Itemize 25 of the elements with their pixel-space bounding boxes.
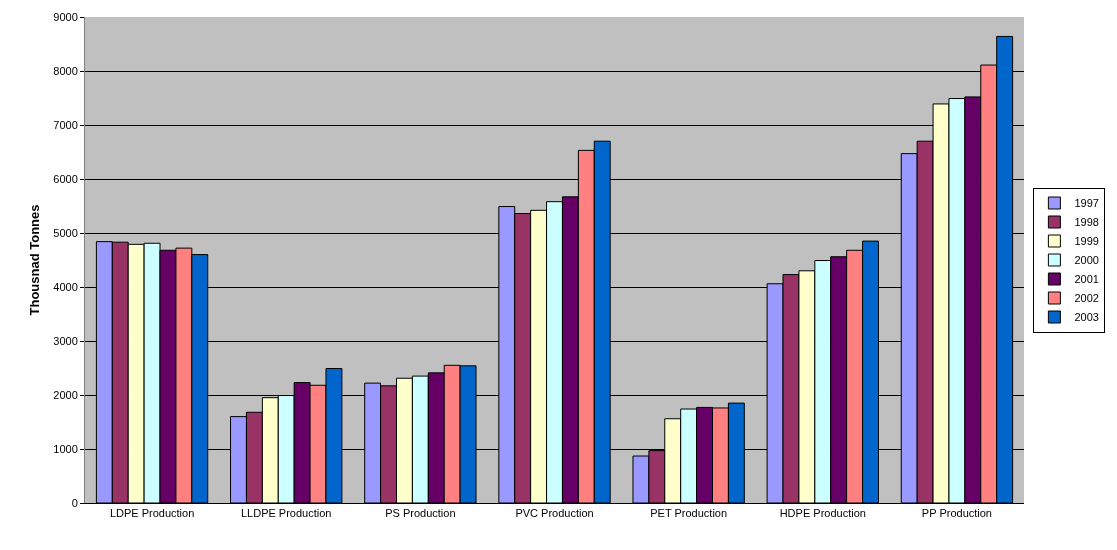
x-tick-label: PP Production — [921, 507, 992, 520]
legend-label: 1997 — [1074, 197, 1099, 210]
x-tick-label: PS Production — [385, 507, 456, 520]
legend-label: 2000 — [1074, 254, 1099, 267]
y-tick-label: 2000 — [53, 388, 78, 401]
legend-label: 2002 — [1074, 292, 1099, 305]
x-tick-label: LDPE Production — [109, 507, 195, 520]
x-tick-label: HDPE Production — [779, 507, 866, 520]
y-tick-label: 5000 — [53, 226, 78, 239]
y-tick-label: 1000 — [53, 442, 78, 455]
y-tick-label: 7000 — [53, 118, 78, 131]
y-axis-title: Thousnad Tonnes — [27, 204, 43, 316]
legend-label: 2003 — [1074, 311, 1099, 324]
y-tick-label: 6000 — [53, 172, 78, 185]
y-tick-label: 3000 — [53, 334, 78, 347]
x-tick-label: LLDPE Production — [240, 507, 332, 520]
y-tick-label: 4000 — [53, 280, 78, 293]
legend-label: 1999 — [1074, 235, 1099, 248]
x-tick-label: PVC Production — [515, 507, 594, 520]
y-tick-label: 9000 — [53, 10, 78, 23]
y-tick-label: 8000 — [53, 64, 78, 77]
x-tick-label: PET Production — [650, 507, 728, 520]
legend-label: 1998 — [1074, 216, 1099, 229]
y-tick-label: 0 — [71, 496, 78, 509]
legend-label: 2001 — [1074, 273, 1099, 286]
